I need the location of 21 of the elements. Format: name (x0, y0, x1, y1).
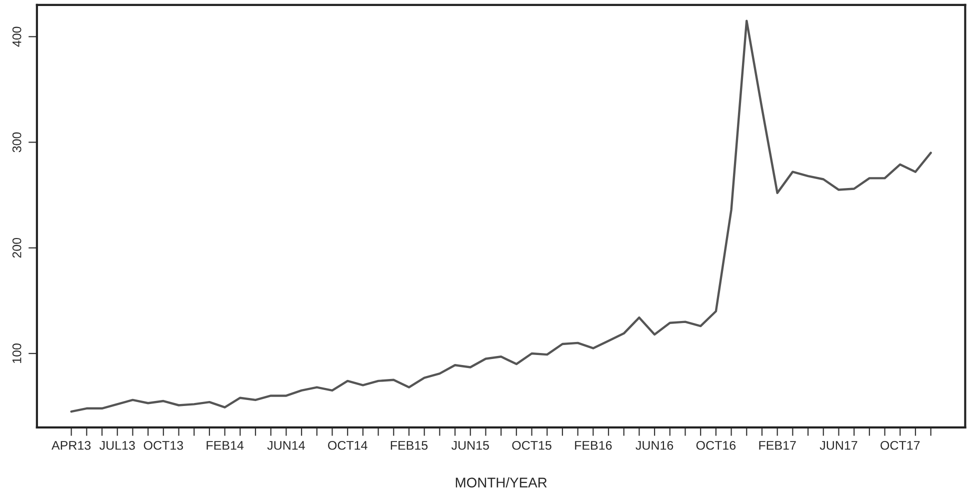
line-series (70, 20, 932, 413)
x-tick-label: OCT14 (328, 440, 368, 450)
x-tick-label: OCT13 (144, 440, 183, 450)
x-tick-label: JUN16 (636, 440, 674, 450)
x-tick-label: OCT16 (696, 440, 736, 450)
x-axis-title: MONTH/YEAR (456, 477, 547, 488)
x-tick-label: FEB14 (206, 441, 244, 450)
y-tick-label: 400 (12, 26, 22, 47)
x-tick-label: FEB17 (759, 441, 796, 450)
x-tick-label: FEB15 (390, 441, 428, 450)
y-tick-label: 100 (12, 344, 22, 363)
x-tick-label: JUN15 (451, 441, 489, 450)
x-tick-label: FEB16 (575, 440, 612, 450)
x-tick-label: JUL13 (99, 440, 135, 450)
x-tick-label: JUN17 (820, 441, 858, 450)
x-tick-label: OCT17 (880, 440, 920, 450)
y-tick-label: 200 (12, 238, 22, 258)
x-tick-label: OCT15 (512, 440, 552, 450)
y-tick-label: 300 (12, 132, 22, 152)
x-tick-label: JUN14 (267, 441, 305, 450)
x-tick-label: APR13 (52, 440, 91, 450)
